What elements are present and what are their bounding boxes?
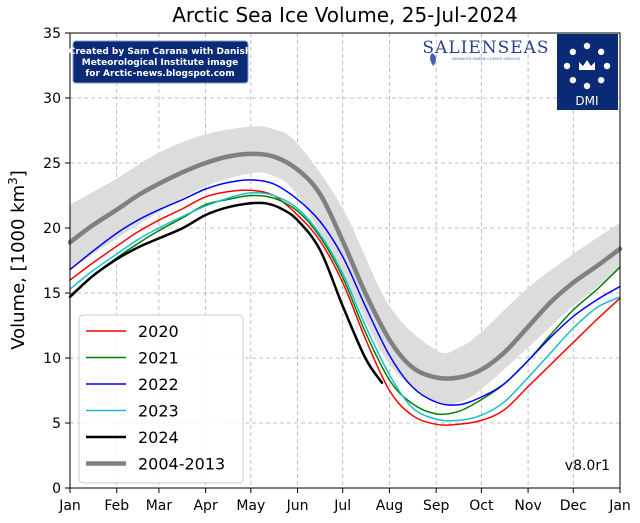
dmi-emblem-dot [597,48,605,56]
version-label: v8.0r1 [565,458,610,474]
series-line-2004-2013 [67,151,623,381]
x-tick-label: Jan [608,498,631,514]
series-line-2024 [68,201,384,384]
y-tick-label: 25 [43,156,61,172]
credit-box: Created by Sam Carana with Danish Meteor… [69,40,252,84]
dmi-crown-emblem [563,42,611,90]
y-tick-label: 5 [52,416,61,432]
y-tick-label: 20 [43,221,61,237]
y-axis: 0 5 10 15 20 25 30 35 [43,26,70,497]
x-tick-label: Nov [514,498,541,514]
x-tick-label: Sep [423,498,450,514]
y-axis-label: Volume, [1000 km3] [6,170,29,350]
legend-label-2021: 2021 [138,349,179,368]
dmi-emblem-dot [569,48,577,56]
salienseas-logo: SALIENSEAS ENHANCED MARINE CLIMATE SERVI… [422,38,549,66]
salienseas-drop-icon [430,53,436,66]
dmi-crown-icon [579,60,595,70]
x-tick-label: Jul [333,498,351,514]
dmi-logo: DMI [557,34,618,110]
series-line-2022 [69,179,621,406]
series-line-2020 [69,189,621,426]
y-tick-label: 35 [43,26,61,42]
series-line-2023 [69,192,621,422]
legend-label-2022: 2022 [138,375,179,394]
x-tick-label: Dec [560,498,587,514]
x-tick-label: Oct [469,498,494,514]
x-tick-label: Aug [376,498,403,514]
legend-label-2024: 2024 [138,428,179,447]
credit-line-3: for Arctic-news.blogspot.com [85,69,234,79]
chart-title: Arctic Sea Ice Volume, 25-Jul-2024 [172,3,518,27]
salienseas-logo-subtitle: ENHANCED MARINE CLIMATE SERVICES [452,57,522,61]
dmi-emblem-dot [597,76,605,84]
x-tick-label: Mar [146,498,173,514]
range-band-2004-2013 [70,126,620,406]
dmi-emblem-dot [569,76,577,84]
dmi-emblem-dot [603,62,611,70]
x-axis: Jan Feb Mar Apr May Jun Jul Aug Sep Oct Nov Dec Jan [58,488,631,514]
legend: 2020 2021 2022 2023 2024 2004-2013 [78,314,244,484]
x-tick-label: Jan [58,498,81,514]
dmi-logo-text: DMI [575,94,598,108]
dmi-emblem-dot [583,42,591,50]
x-tick-label: Feb [104,498,129,514]
salienseas-logo-text: SALIENSEAS [422,38,549,58]
credit-line-2: Meteorological Institute image [82,58,239,68]
legend-label-2023: 2023 [138,402,179,421]
series-lines [67,151,623,426]
x-tick-label: Jun [286,498,309,514]
y-tick-label: 30 [43,91,61,107]
x-tick-label: May [236,498,265,514]
legend-label-2004-2013: 2004-2013 [138,455,225,474]
credit-line-1: Created by Sam Carana with Danish [69,47,252,57]
y-tick-label: 10 [43,351,61,367]
dmi-emblem-dot [583,82,591,90]
y-tick-label: 15 [43,286,61,302]
x-tick-label: Apr [193,498,217,514]
dmi-emblem-dot [563,62,571,70]
y-tick-label: 0 [52,481,61,497]
plot-frame [69,32,621,489]
legend-label-2020: 2020 [138,322,179,341]
